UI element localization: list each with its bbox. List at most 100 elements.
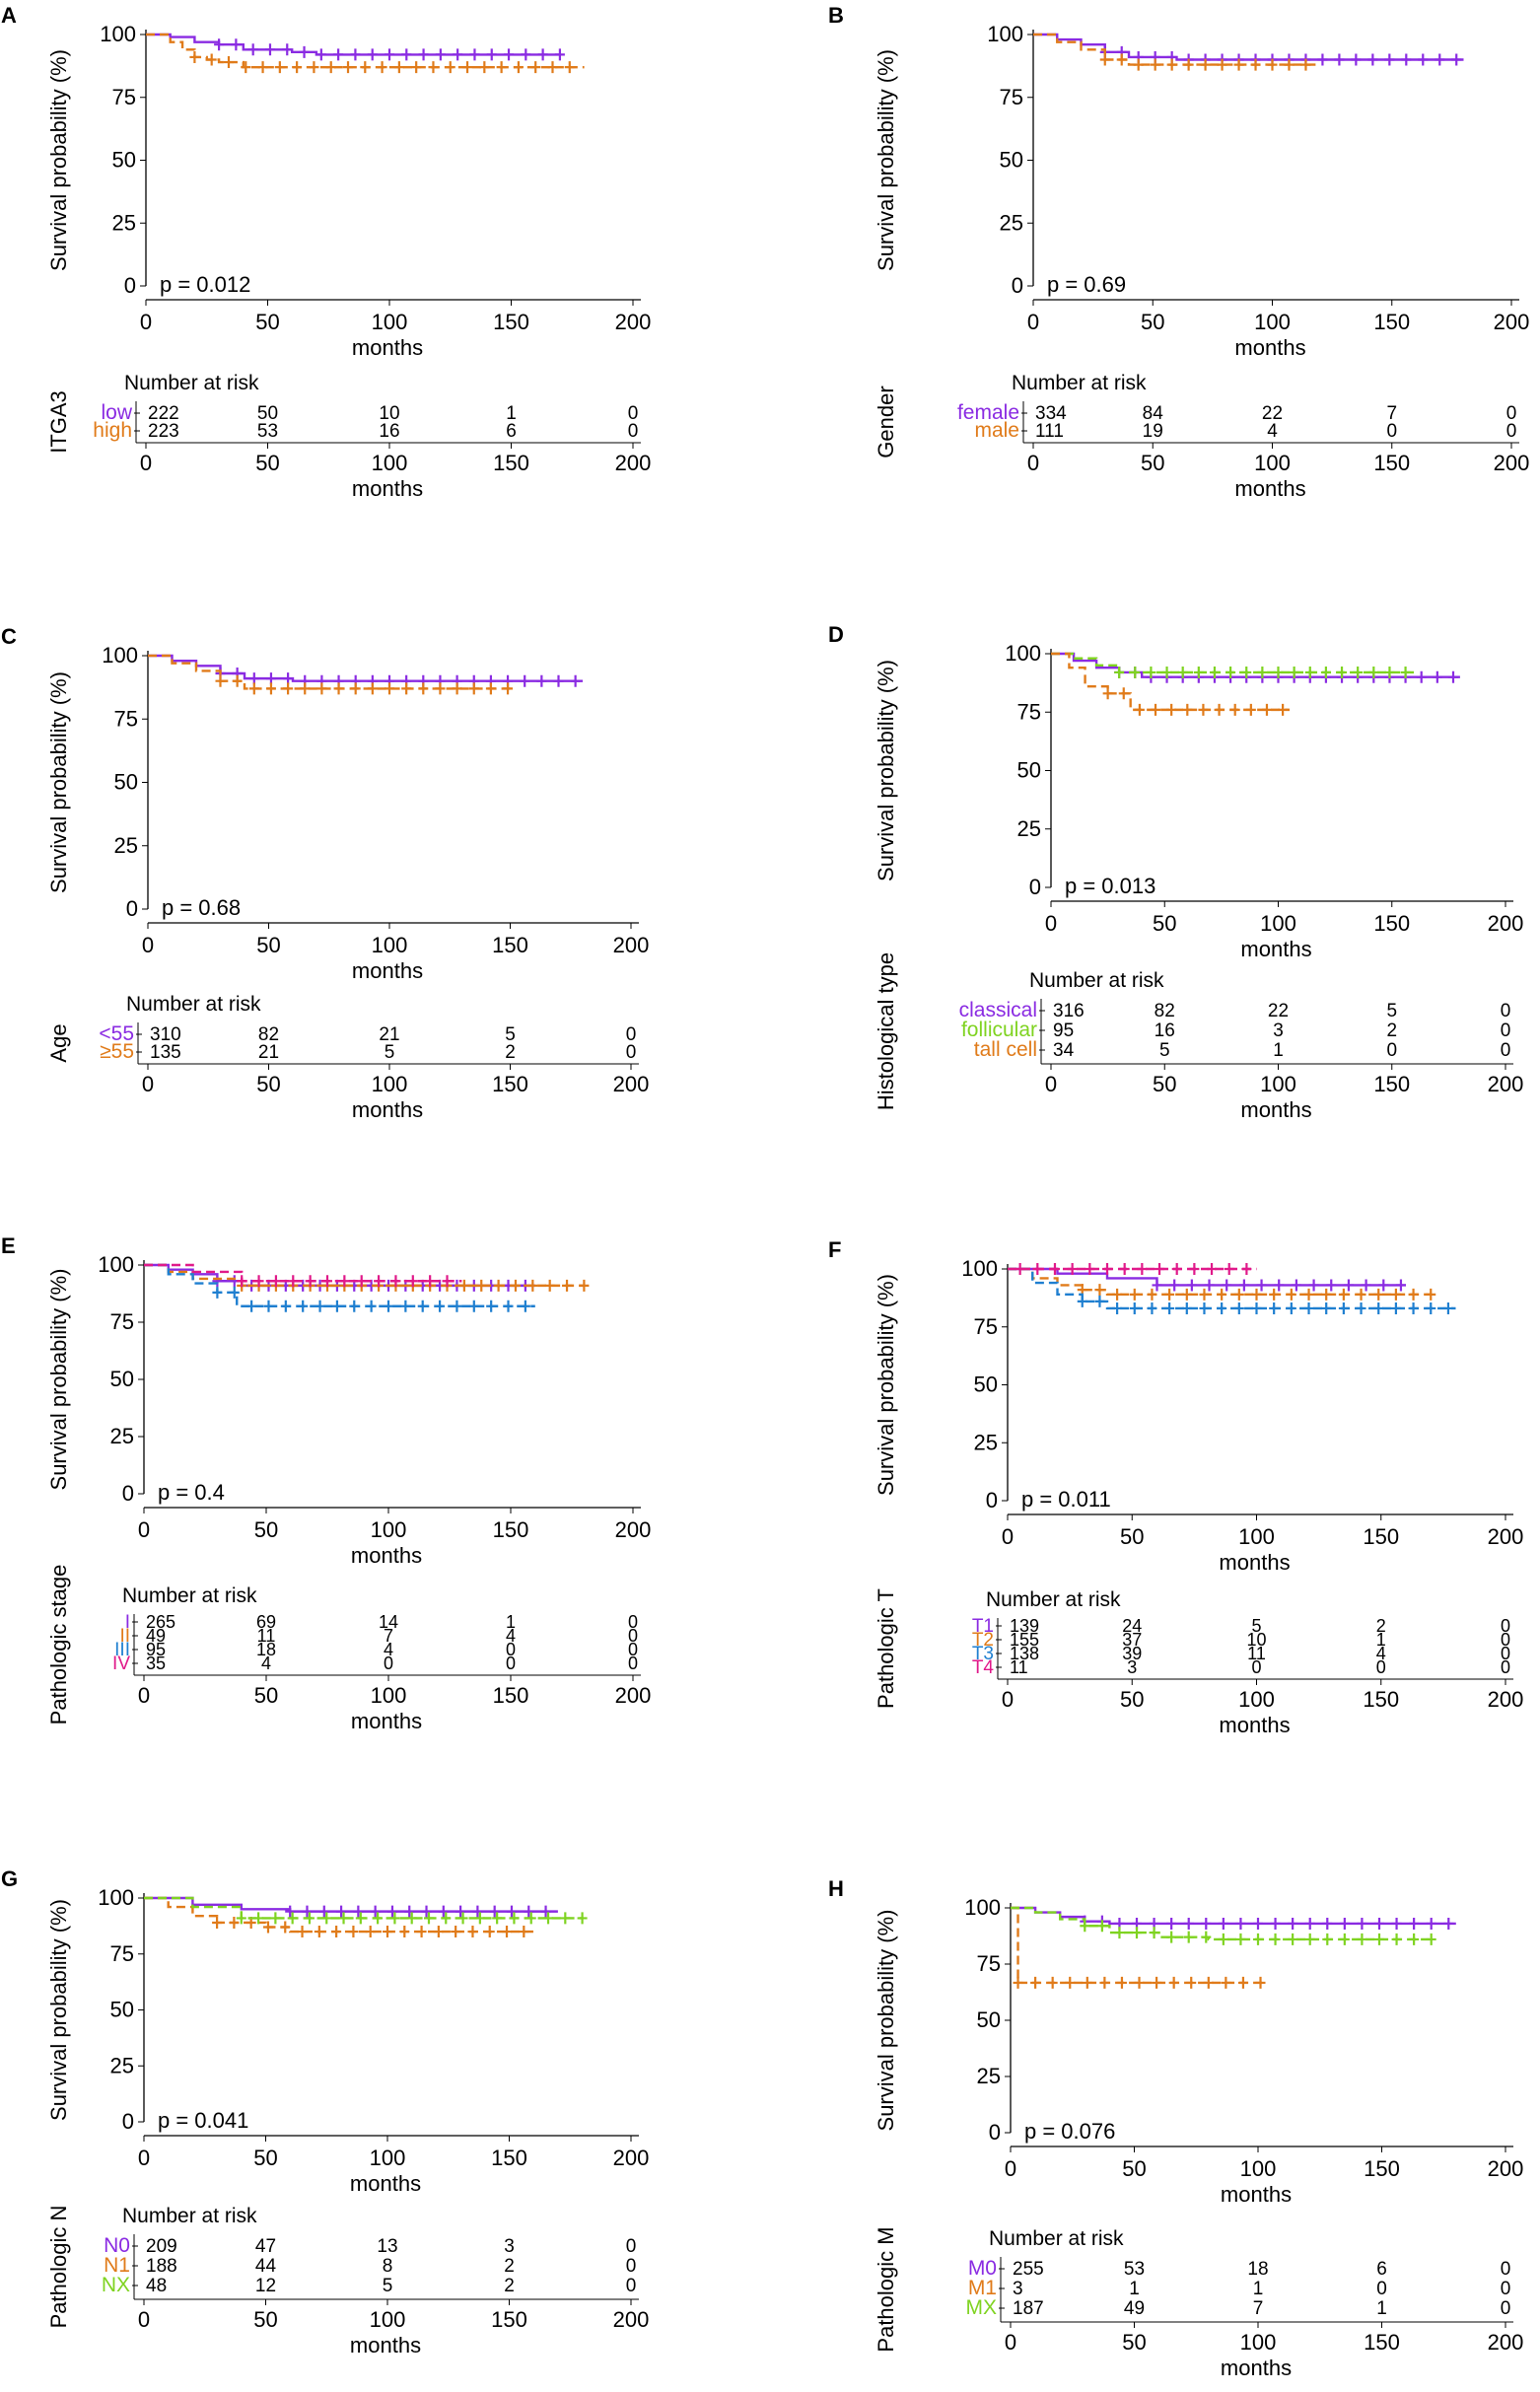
panel-f-x-tick-label: 200 <box>1488 1524 1524 1549</box>
panel-e-x-tick-label: 50 <box>254 1517 278 1542</box>
panel-g-y-tick-label: 50 <box>110 1998 134 2022</box>
panel-g-censor-mark <box>441 1912 452 1925</box>
panel-f-censor-mark <box>1390 1302 1401 1314</box>
panel-g-censor-mark <box>336 1905 347 1918</box>
panel-f-censor-mark <box>1049 1263 1060 1275</box>
panel-a-censor-mark <box>274 61 285 74</box>
panel-f-censor-mark <box>1032 1263 1043 1275</box>
panel-c-risk-value: 0 <box>626 1042 637 1063</box>
panel-e-censor-mark <box>263 1300 274 1312</box>
panel-f-x-tick-label: 150 <box>1363 1524 1399 1549</box>
panel-f-censor-mark <box>1164 1302 1175 1314</box>
panel-e-censor-mark <box>237 1275 247 1288</box>
panel-f-risk-value: 2 <box>1376 1616 1386 1636</box>
panel-b-censor-mark <box>1451 53 1462 66</box>
panel-f-censor-mark <box>1303 1302 1314 1314</box>
panel-g-risk-value: 0 <box>626 2276 637 2296</box>
panel-c-censor-mark <box>385 682 394 695</box>
panel-g-risk-value: 48 <box>146 2276 167 2296</box>
panel-g-y-tick-label: 75 <box>110 1941 134 1966</box>
panel-h-x-tick-label: 200 <box>1488 2156 1524 2181</box>
panel-b-risk-group-label: female <box>957 401 1019 424</box>
panel-d-censor-mark <box>1209 666 1220 678</box>
panel-e-risk-value: 14 <box>379 1612 398 1632</box>
panel-a-censor-mark <box>401 48 412 61</box>
panel-g-y-label: Survival probability (%) <box>46 1899 71 2121</box>
panel-g-risk-value: 13 <box>377 2236 397 2257</box>
panel-f-censor-mark <box>1171 1263 1182 1275</box>
panel-f-risk-value: 37 <box>1122 1630 1142 1650</box>
panel-g-censor-mark <box>457 1912 468 1925</box>
panel-f-censor-mark <box>1233 1302 1244 1314</box>
panel-f-censor-mark <box>1408 1302 1419 1314</box>
panel-c-censor-mark <box>248 682 259 695</box>
panel-e-censor-mark <box>520 1300 530 1312</box>
panel-g-censor-mark <box>540 1905 551 1918</box>
panel-e-risk-group-label: IV <box>112 1653 130 1674</box>
panel-g-risk-x-tick-label: 150 <box>491 2307 527 2332</box>
panel-g-risk-x-tick-label: 50 <box>253 2307 277 2332</box>
panel-h-censor-mark <box>1082 1976 1092 1989</box>
panel-c-curve-0 <box>148 654 583 682</box>
panel-g-censor-mark <box>287 1912 298 1925</box>
panel-f-pvalue: p = 0.011 <box>1021 1487 1111 1512</box>
panel-d-risk-value: 2 <box>1386 1020 1397 1041</box>
panel-h-censor-mark <box>1201 1917 1212 1930</box>
panel-b-risk-x-tick-label: 0 <box>1027 451 1039 475</box>
panel-f-censor-mark <box>1308 1279 1319 1292</box>
panel-f-censor-mark <box>1077 1295 1087 1307</box>
panel-a-censor-mark <box>350 48 361 61</box>
panel-e-censor-mark <box>212 1275 223 1288</box>
panel-f-censor-mark <box>1207 1263 1218 1275</box>
panel-e-x-tick-label: 200 <box>615 1517 652 1542</box>
panel-h-risk-value: 0 <box>1501 2298 1511 2319</box>
panel-b-censor-mark <box>1099 53 1110 66</box>
panel-d-y-tick-label: 25 <box>1017 816 1041 841</box>
panel-g-censor-mark <box>451 1926 461 1938</box>
panel-g-x-tick-label: 0 <box>138 2146 150 2170</box>
panel-h-censor-mark <box>1253 1917 1263 1930</box>
panel-a-risk-x-tick-label: 150 <box>493 451 529 475</box>
panel-g-x-tick-label: 100 <box>370 2146 406 2170</box>
panel-f-risk-x-tick-label: 0 <box>1002 1687 1014 1712</box>
panel-d-risk-title: Number at risk <box>1029 969 1164 992</box>
panel-e-censor-mark <box>315 1300 325 1312</box>
panel-f-censor-mark <box>1338 1302 1349 1314</box>
panel-a-censor-mark <box>453 48 463 61</box>
panel-a-letter: A <box>1 3 17 28</box>
panel-f-risk-value: 3 <box>1127 1657 1137 1677</box>
panel-f-censor-mark <box>1373 1288 1384 1301</box>
panel-e-censor-mark <box>339 1275 350 1288</box>
panel-a-y-tick-label: 75 <box>112 85 136 109</box>
panel-a-y-tick-label: 0 <box>124 273 136 298</box>
panel-g-x-label: months <box>350 2171 421 2196</box>
panel-f-censor-mark <box>1343 1279 1354 1292</box>
panel-b-x-tick-label: 100 <box>1254 310 1291 334</box>
panel-g-censor-mark <box>519 1926 529 1938</box>
panel-a-censor-mark <box>469 48 480 61</box>
panel-h-censor-mark <box>1218 1933 1228 1945</box>
panel-d-risk-x-tick-label: 50 <box>1153 1072 1176 1096</box>
panel-h-x-tick-label: 0 <box>1005 2156 1016 2181</box>
panel-h-censor-mark <box>1149 1927 1159 1939</box>
panel-f-censor-mark <box>1199 1288 1210 1301</box>
panel-e-censor-mark <box>579 1279 590 1292</box>
panel-h-censor-mark <box>1152 1976 1162 1989</box>
panel-h-censor-mark <box>1065 1976 1076 1989</box>
panel-b-risk-value: 7 <box>1386 403 1397 424</box>
panel-f-risk-x-label: months <box>1219 1713 1290 1737</box>
panel-d-y-tick-label: 0 <box>1029 875 1041 899</box>
panel-h-censor-mark <box>1409 1917 1420 1930</box>
panel-a-risk-value: 1 <box>506 403 517 424</box>
panel-a-risk-group-label: low <box>101 401 132 424</box>
panel-d-censor-mark <box>1130 666 1141 678</box>
panel-f-risk-value: 11 <box>1247 1644 1266 1663</box>
panel-e-risk-x-tick-label: 150 <box>493 1683 529 1708</box>
panel-h-y-tick-label: 25 <box>977 2064 1001 2088</box>
panel-g-y-tick-label: 100 <box>98 1885 134 1910</box>
panel-b-risk-value: 22 <box>1262 403 1283 424</box>
panel-d-y-tick-label: 75 <box>1017 699 1041 724</box>
panel-b-censor-mark <box>1200 58 1211 71</box>
panel-f-censor-mark <box>1303 1288 1314 1301</box>
panel-f-x-tick-label: 100 <box>1238 1524 1275 1549</box>
